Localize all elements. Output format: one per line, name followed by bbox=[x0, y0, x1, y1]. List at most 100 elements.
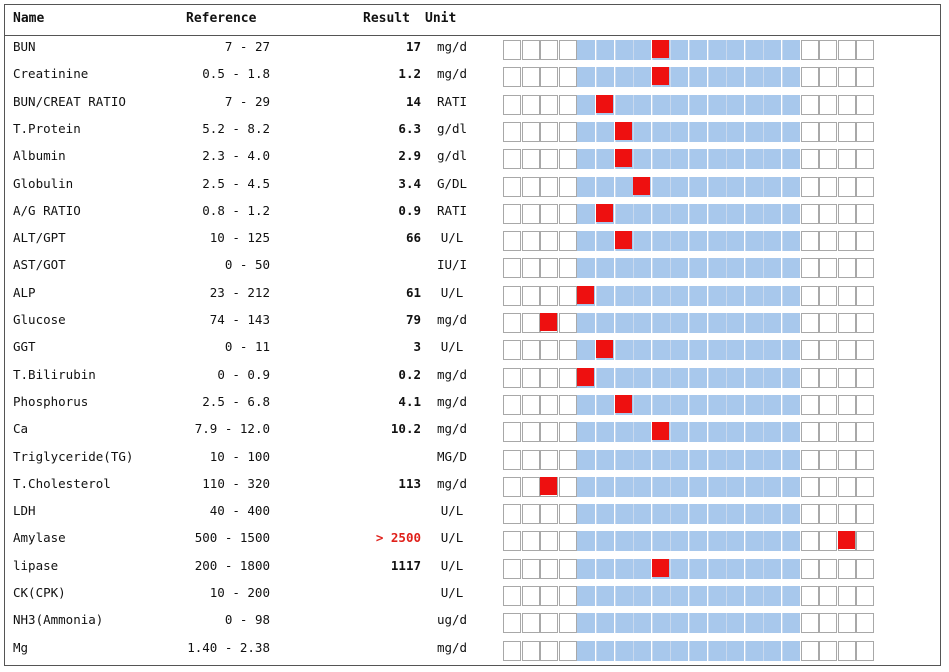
range-cell bbox=[540, 367, 559, 388]
range-grid-line bbox=[707, 231, 709, 252]
range-cell-normal bbox=[726, 149, 745, 170]
range-grid-line bbox=[689, 258, 690, 279]
range-grid-line bbox=[670, 531, 672, 552]
range-grid-line bbox=[707, 67, 709, 88]
range-grid-line bbox=[763, 367, 765, 388]
range-grid-line bbox=[596, 258, 597, 279]
range-cell bbox=[503, 149, 521, 170]
range-bar bbox=[503, 121, 875, 142]
range-cell bbox=[558, 149, 577, 170]
range-cell bbox=[856, 531, 875, 552]
range-grid-line bbox=[651, 231, 653, 252]
range-cell-normal bbox=[689, 558, 707, 579]
range-cell bbox=[521, 67, 540, 88]
range-cell-normal bbox=[763, 285, 782, 306]
range-cell bbox=[837, 367, 856, 388]
result-value: 17 bbox=[405, 39, 421, 54]
range-cell bbox=[800, 449, 819, 470]
range-grid-line bbox=[782, 394, 783, 415]
range-cell-normal bbox=[577, 394, 596, 415]
range-bar bbox=[503, 449, 875, 470]
range-grid-line bbox=[651, 203, 653, 224]
range-cell-normal bbox=[614, 586, 633, 606]
range-grid-line bbox=[596, 586, 597, 606]
range-grid-line bbox=[596, 531, 597, 552]
range-cell-normal bbox=[726, 640, 745, 661]
range-cell-normal bbox=[689, 285, 707, 306]
result-marker bbox=[614, 394, 632, 413]
reference-range: 0 - 0.9 bbox=[217, 366, 270, 382]
range-cell bbox=[800, 340, 819, 361]
range-cell bbox=[521, 367, 540, 388]
range-grid-line bbox=[726, 285, 728, 306]
range-cell bbox=[558, 586, 577, 606]
range-cell bbox=[540, 422, 559, 443]
test-name: Triglyceride(TG) bbox=[13, 448, 134, 464]
range-grid-line bbox=[689, 149, 690, 170]
range-cell-normal bbox=[614, 203, 633, 224]
range-grid-line bbox=[763, 203, 765, 224]
range-grid-line bbox=[782, 422, 783, 443]
range-cell bbox=[521, 613, 540, 634]
range-cell-normal bbox=[596, 640, 614, 661]
range-cell-normal bbox=[577, 558, 596, 579]
range-grid-line bbox=[689, 340, 690, 361]
range-cell bbox=[540, 258, 559, 279]
range-cell-normal bbox=[763, 340, 782, 361]
range-cell-normal bbox=[763, 476, 782, 497]
range-cell-normal bbox=[633, 149, 652, 170]
range-grid-line bbox=[633, 340, 635, 361]
range-cell-normal bbox=[782, 285, 800, 306]
range-cell-normal bbox=[763, 94, 782, 115]
result-value: 2.9 bbox=[398, 148, 421, 164]
range-grid-line bbox=[633, 640, 635, 661]
range-cell-normal bbox=[763, 176, 782, 197]
range-cell-normal bbox=[670, 531, 689, 552]
range-grid-line bbox=[670, 422, 672, 443]
range-grid-line bbox=[763, 176, 765, 197]
range-grid-line bbox=[763, 149, 765, 170]
range-bar bbox=[503, 613, 875, 634]
range-cell-normal bbox=[614, 258, 633, 279]
range-grid-line bbox=[763, 558, 765, 579]
reference-range: 2.5 - 4.5 bbox=[202, 175, 270, 191]
range-cell-normal bbox=[726, 203, 745, 224]
range-grid-line bbox=[596, 40, 597, 60]
range-cell-normal bbox=[726, 449, 745, 470]
range-grid-line bbox=[651, 613, 653, 634]
table-row: BUN 7 - 27 17 mg/d bbox=[5, 36, 940, 63]
range-cell-normal bbox=[782, 258, 800, 279]
range-cell-normal bbox=[596, 422, 614, 443]
unit-label: ug/d bbox=[436, 612, 468, 628]
range-cell-normal bbox=[689, 313, 707, 333]
range-grid-line bbox=[726, 203, 728, 224]
range-grid-line bbox=[707, 40, 709, 60]
range-cell bbox=[856, 367, 875, 388]
range-cell-normal bbox=[651, 313, 670, 333]
range-cell-normal bbox=[670, 422, 689, 443]
range-cell-normal bbox=[707, 285, 726, 306]
range-cell-normal bbox=[577, 94, 596, 115]
range-cell bbox=[521, 640, 540, 661]
range-grid-line bbox=[689, 394, 690, 415]
result-marker bbox=[540, 313, 558, 331]
range-cell bbox=[540, 40, 559, 60]
range-cell-normal bbox=[763, 504, 782, 525]
table-row: Globulin 2.5 - 4.5 3.4 G/DL bbox=[5, 173, 940, 200]
result-value: 1.2 bbox=[398, 66, 421, 82]
range-cell bbox=[503, 640, 521, 661]
range-cell-normal bbox=[577, 231, 596, 252]
range-cell bbox=[819, 121, 838, 142]
range-cell-normal bbox=[670, 367, 689, 388]
range-cell-normal bbox=[782, 203, 800, 224]
range-cell bbox=[558, 340, 577, 361]
range-cell bbox=[558, 40, 577, 60]
range-cell bbox=[819, 203, 838, 224]
range-cell-normal bbox=[577, 586, 596, 606]
range-cell-normal bbox=[596, 313, 614, 333]
table-row: CK(CPK) 10 - 200 U/L bbox=[5, 582, 940, 609]
unit-label: G/DL bbox=[436, 175, 468, 191]
result-marker bbox=[596, 94, 613, 113]
range-grid-line bbox=[651, 531, 653, 552]
table-row: Creatinine 0.5 - 1.8 1.2 mg/d bbox=[5, 63, 940, 90]
